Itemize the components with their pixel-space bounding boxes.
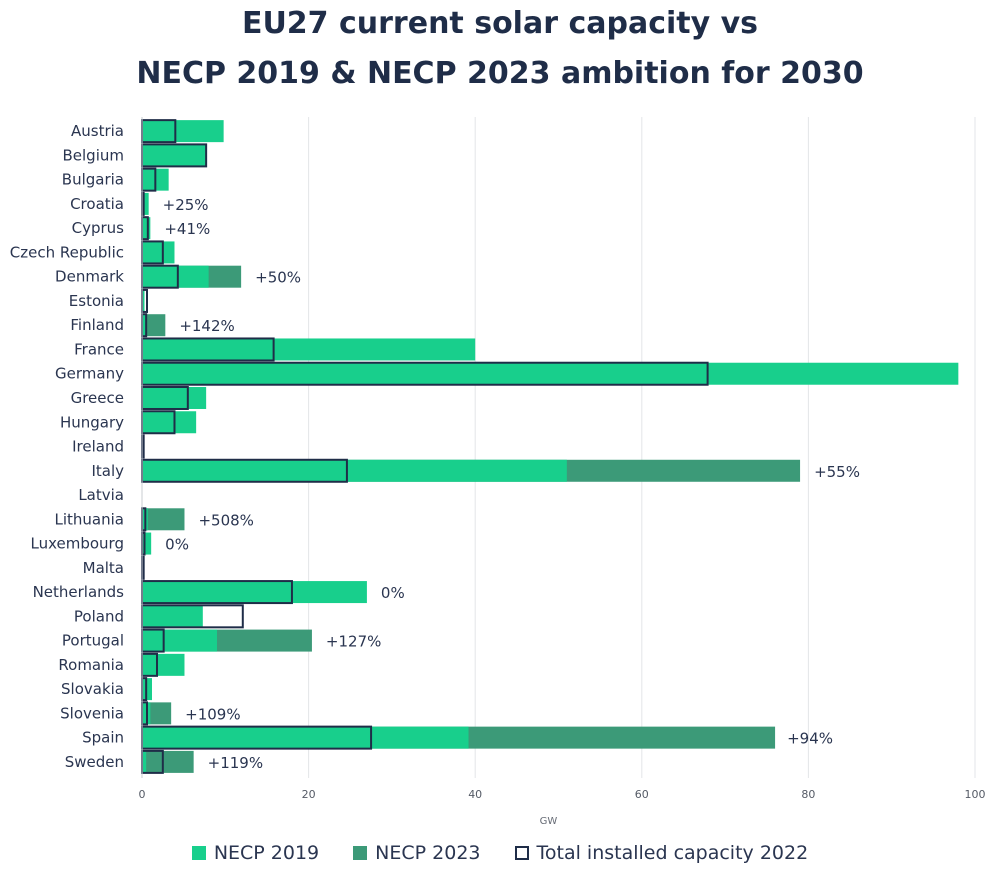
bar-necp-2019 (142, 629, 217, 652)
category-labels: Austria Belgium Bulgaria Croatia Cyprus Czech… (10, 122, 125, 771)
chart-title-line-2: NECP 2019 & NECP 2023 ambition for 2030 (136, 56, 864, 91)
category-label: Malta (83, 559, 124, 577)
category-label: Lithuania (55, 510, 124, 528)
category-label: Greece (71, 389, 124, 407)
bar-necp-2019 (142, 289, 145, 312)
category-label: Sweden (65, 753, 124, 771)
bar-necp-2019 (142, 581, 367, 604)
category-label: Spain (82, 729, 124, 747)
category-label: Croatia (70, 195, 124, 213)
bar-necp-2019 (142, 314, 147, 337)
growth-annotation: +25% (163, 196, 209, 214)
growth-annotation: +55% (814, 463, 860, 481)
bar-necp-2019 (142, 120, 224, 143)
growth-annotation: +142% (179, 317, 234, 335)
growth-annotation: +109% (185, 705, 240, 723)
x-tick-label: 60 (635, 788, 649, 801)
category-label: Germany (55, 365, 124, 383)
bar-necp-2019 (142, 192, 149, 215)
legend-swatch-installed (514, 846, 529, 860)
category-label: Portugal (62, 632, 124, 650)
growth-annotation: +94% (787, 730, 833, 748)
x-tick-label: 100 (965, 788, 986, 801)
x-tick-label: 80 (801, 788, 815, 801)
bars (141, 119, 959, 774)
bar-necp-2019 (142, 338, 476, 361)
growth-annotation: +508% (198, 511, 253, 529)
growth-annotation: 0% (381, 584, 405, 602)
bar-necp-2019 (142, 241, 175, 264)
growth-annotation: 0% (165, 536, 189, 554)
bar-necp-2023 (142, 314, 166, 337)
legend-item-necp-2023: NECP 2023 (353, 842, 481, 864)
growth-annotation: +50% (255, 269, 301, 287)
category-label: Slovenia (60, 704, 124, 722)
growth-annotation: +119% (208, 754, 263, 772)
growth-annotation: +127% (326, 633, 381, 651)
bar-necp-2019 (142, 653, 185, 676)
bar-necp-2019 (142, 411, 197, 434)
x-tick-label: 40 (468, 788, 482, 801)
category-label: Latvia (78, 486, 124, 504)
legend-item-necp-2019: NECP 2019 (191, 842, 320, 864)
legend-item-installed: Total installed capacity 2022 (514, 842, 809, 864)
category-label: Bulgaria (62, 171, 124, 189)
bar-necp-2019 (142, 217, 151, 240)
category-label: Finland (70, 316, 124, 334)
legend-label-necp-2019: NECP 2019 (213, 842, 320, 864)
category-label: Denmark (55, 268, 124, 286)
x-axis: 0 20 40 60 80 100 GW (139, 117, 986, 827)
bar-necp-2019 (142, 459, 567, 482)
category-label: Estonia (69, 292, 124, 310)
category-label: Italy (91, 462, 124, 480)
bar-necp-2023 (142, 750, 194, 773)
category-label: Romania (58, 656, 124, 674)
bar-necp-2019 (142, 265, 209, 288)
category-label: Hungary (60, 413, 124, 431)
category-label: Poland (74, 607, 124, 625)
category-label: Ireland (72, 438, 124, 456)
bar-necp-2019 (142, 726, 469, 749)
x-axis-label: GW (540, 816, 558, 827)
growth-annotation: +41% (164, 220, 210, 238)
category-label: Austria (71, 122, 124, 140)
grid-lines (308, 117, 976, 779)
bar-necp-2019 (142, 750, 147, 773)
bar-necp-2019 (142, 605, 203, 628)
chart-title-line-1: EU27 current solar capacity vs (241, 6, 759, 41)
legend-swatch-necp-2023 (353, 846, 368, 860)
chart: Austria Belgium Bulgaria Croatia Cyprus Czech… (10, 117, 986, 827)
category-label: Netherlands (33, 583, 125, 601)
legend-label-installed: Total installed capacity 2022 (536, 842, 809, 864)
legend-label-necp-2023: NECP 2023 (375, 842, 481, 864)
annotations: +25% +41% +50% +142% +55% +508% 0% 0% +127% +109%… (163, 196, 860, 772)
category-label: Cyprus (72, 219, 125, 237)
bar-necp-2019 (142, 386, 207, 409)
bar-necp-2023 (142, 508, 185, 531)
category-label: Slovakia (61, 680, 124, 698)
legend: NECP 2019 NECP 2023 Total installed capa… (0, 842, 1000, 864)
category-label: Luxembourg (31, 535, 125, 553)
category-label: Belgium (63, 146, 125, 164)
bar-necp-2019 (142, 532, 152, 555)
category-label: France (74, 340, 124, 358)
bar-necp-2019 (142, 144, 207, 167)
x-tick-label: 0 (139, 788, 146, 801)
legend-swatch-necp-2019 (191, 846, 206, 860)
x-tick-label: 20 (302, 788, 316, 801)
category-label: Czech Republic (10, 243, 124, 261)
bar-necp-2019 (142, 362, 959, 385)
